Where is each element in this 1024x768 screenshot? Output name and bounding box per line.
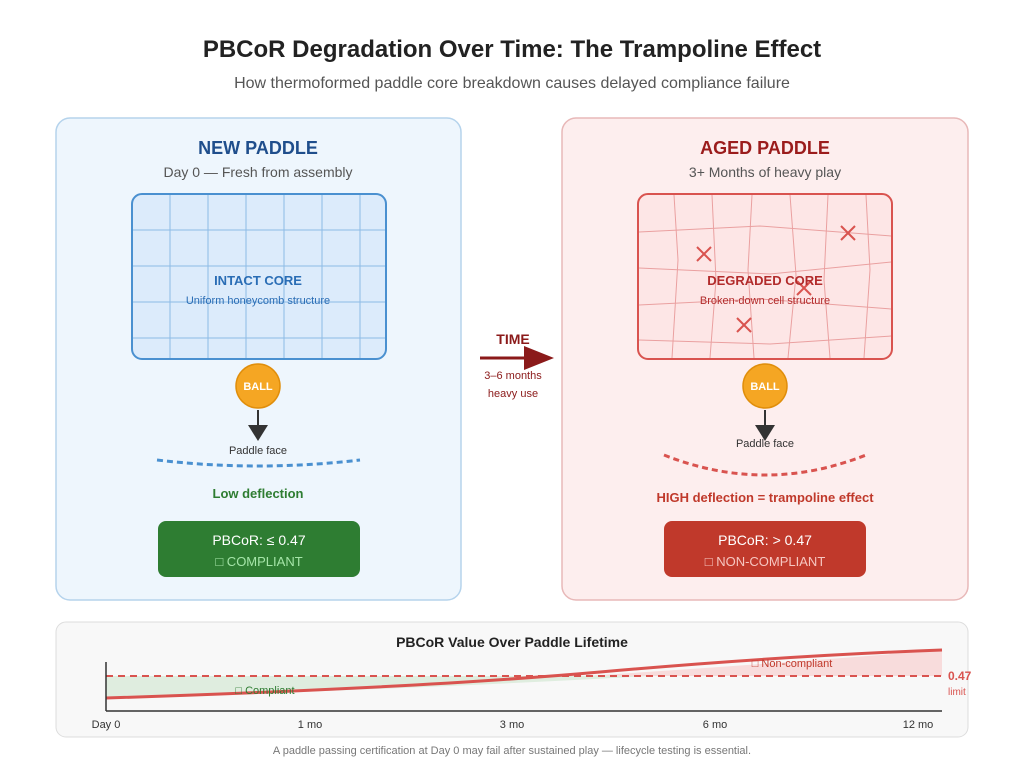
compliant-badge-value: PBCoR: ≤ 0.47	[212, 532, 305, 548]
time-label: TIME	[496, 331, 529, 347]
lifetime-chart: PBCoR Value Over Paddle Lifetime □ Compl…	[55, 621, 972, 738]
non-compliant-badge	[664, 521, 866, 577]
paddle-face-label: Paddle face	[736, 438, 794, 450]
paddle-face-label: Paddle face	[229, 445, 287, 457]
tick-label: Day 0	[92, 719, 121, 731]
ball-label: BALL	[750, 381, 780, 393]
new-paddle-subtitle: Day 0 — Fresh from assembly	[163, 164, 352, 180]
ball-icon	[235, 363, 281, 409]
intact-core-grid	[131, 193, 387, 360]
aged-paddle-panel: AGED PADDLE 3+ Months of heavy play DEGR…	[561, 117, 969, 601]
compliant-badge-status: □ COMPLIANT	[215, 554, 302, 569]
broken-cell-x-icons	[696, 225, 856, 333]
compliant-zone-label: □ Compliant	[235, 685, 294, 697]
ball-label: BALL	[243, 381, 273, 393]
non-compliant-zone	[585, 650, 942, 676]
tick-label: 12 mo	[903, 719, 934, 731]
low-deflection-label: Low deflection	[213, 486, 304, 501]
non-compliant-zone-label: □ Non-compliant	[752, 658, 833, 670]
compliant-badge	[158, 521, 360, 577]
limit-value: 0.47	[948, 669, 972, 683]
intact-core-sub: Uniform honeycomb structure	[186, 295, 330, 307]
arrow-right-icon	[480, 346, 554, 370]
new-paddle-title: NEW PADDLE	[198, 138, 318, 158]
new-paddle-panel: NEW PADDLE Day 0 — Fresh from assembly I…	[55, 117, 462, 601]
footer-note: A paddle passing certification at Day 0 …	[273, 745, 751, 757]
arrow-down-icon	[248, 410, 268, 441]
paddle-face-curve	[156, 458, 361, 468]
aged-paddle-title: AGED PADDLE	[700, 138, 830, 158]
degraded-core-sub: Broken-down cell structure	[700, 295, 830, 307]
paddle-face-curve	[663, 453, 867, 477]
intact-core-label: INTACT CORE	[214, 273, 302, 288]
limit-label: limit	[948, 687, 966, 698]
arrow-down-icon	[755, 410, 775, 441]
page-subtitle: How thermoformed paddle core breakdown c…	[234, 75, 790, 92]
high-deflection-label: HIGH deflection = trampoline effect	[656, 490, 874, 505]
page-title: PBCoR Degradation Over Time: The Trampol…	[203, 36, 821, 63]
non-compliant-badge-value: PBCoR: > 0.47	[718, 532, 812, 548]
time-usage: heavy use	[488, 388, 538, 400]
pbcor-curve	[105, 648, 943, 700]
lifetime-chart-title: PBCoR Value Over Paddle Lifetime	[396, 634, 628, 650]
tick-label: 6 mo	[703, 719, 727, 731]
time-duration: 3–6 months	[484, 370, 542, 382]
tick-label: 3 mo	[500, 719, 524, 731]
degraded-core-label: DEGRADED CORE	[707, 273, 823, 288]
aged-paddle-subtitle: 3+ Months of heavy play	[689, 164, 841, 180]
degraded-core-grid	[637, 193, 893, 360]
ball-icon	[742, 363, 788, 409]
tick-label: 1 mo	[298, 719, 322, 731]
non-compliant-badge-status: □ NON-COMPLIANT	[705, 554, 826, 569]
time-transition: TIME 3–6 months heavy use	[480, 331, 554, 400]
